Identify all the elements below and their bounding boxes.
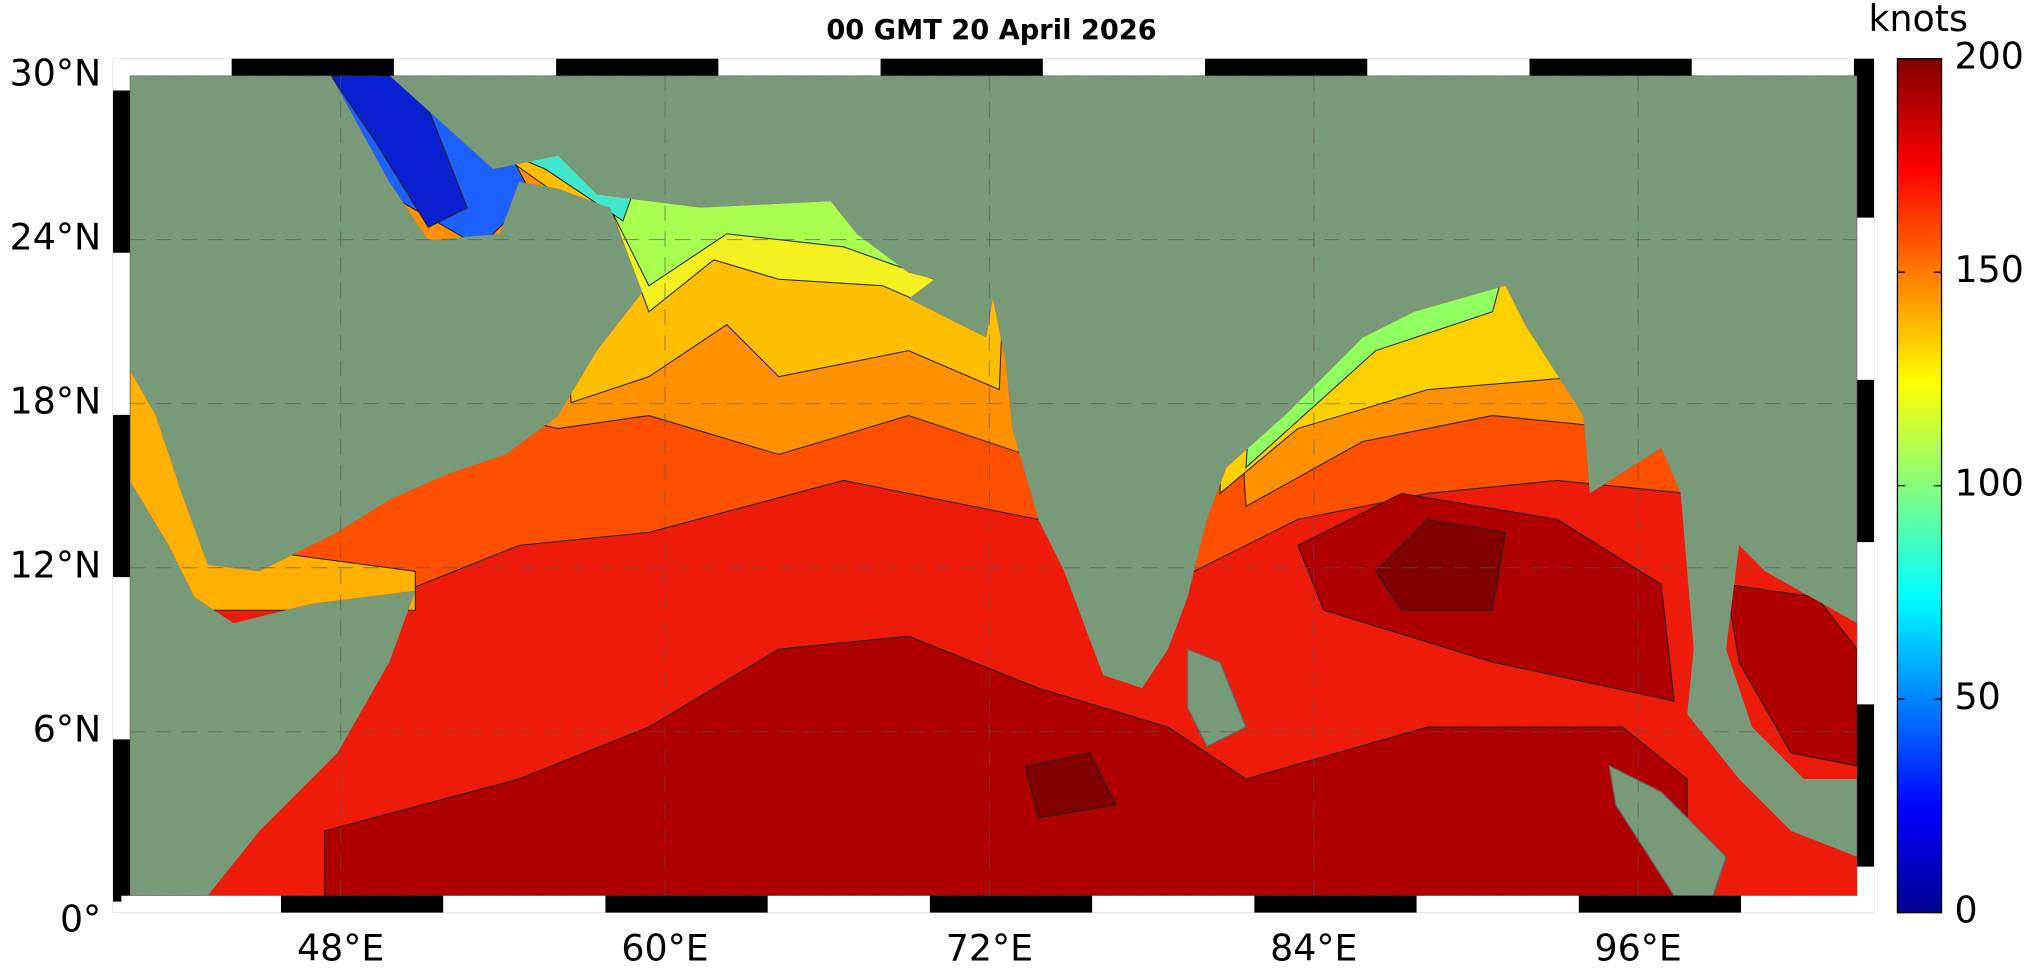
lon-tick-label: 96°E (1595, 926, 1682, 969)
lon-tick-label: 48°E (297, 926, 384, 969)
lon-tick-label: 60°E (621, 926, 708, 969)
lat-tick-label: 0° (60, 898, 101, 941)
colorbar-tick-label: 200 (1955, 35, 2024, 78)
colorbar-tick-label: 0 (1955, 889, 1978, 932)
lon-tick-label: 84°E (1270, 926, 1357, 969)
colorbar-tick-label: 150 (1955, 248, 2024, 291)
lat-tick-label: 24°N (10, 216, 102, 259)
map-title: 00 GMT 20 April 2026 (826, 15, 1156, 46)
sri-lanka (1186, 648, 1247, 748)
colorbar-tick-label: 100 (1955, 462, 2024, 505)
lon-tick-label: 72°E (946, 926, 1033, 969)
lat-tick-label: 30°N (10, 52, 102, 95)
map-frame (112, 58, 1875, 913)
lat-tick-label: 6°N (33, 708, 101, 751)
colorbar-label: knots (1868, 0, 1967, 40)
colorbar-tick-label: 50 (1955, 675, 2001, 718)
lat-tick-label: 18°N (10, 380, 102, 423)
lat-tick-label: 12°N (10, 544, 102, 587)
